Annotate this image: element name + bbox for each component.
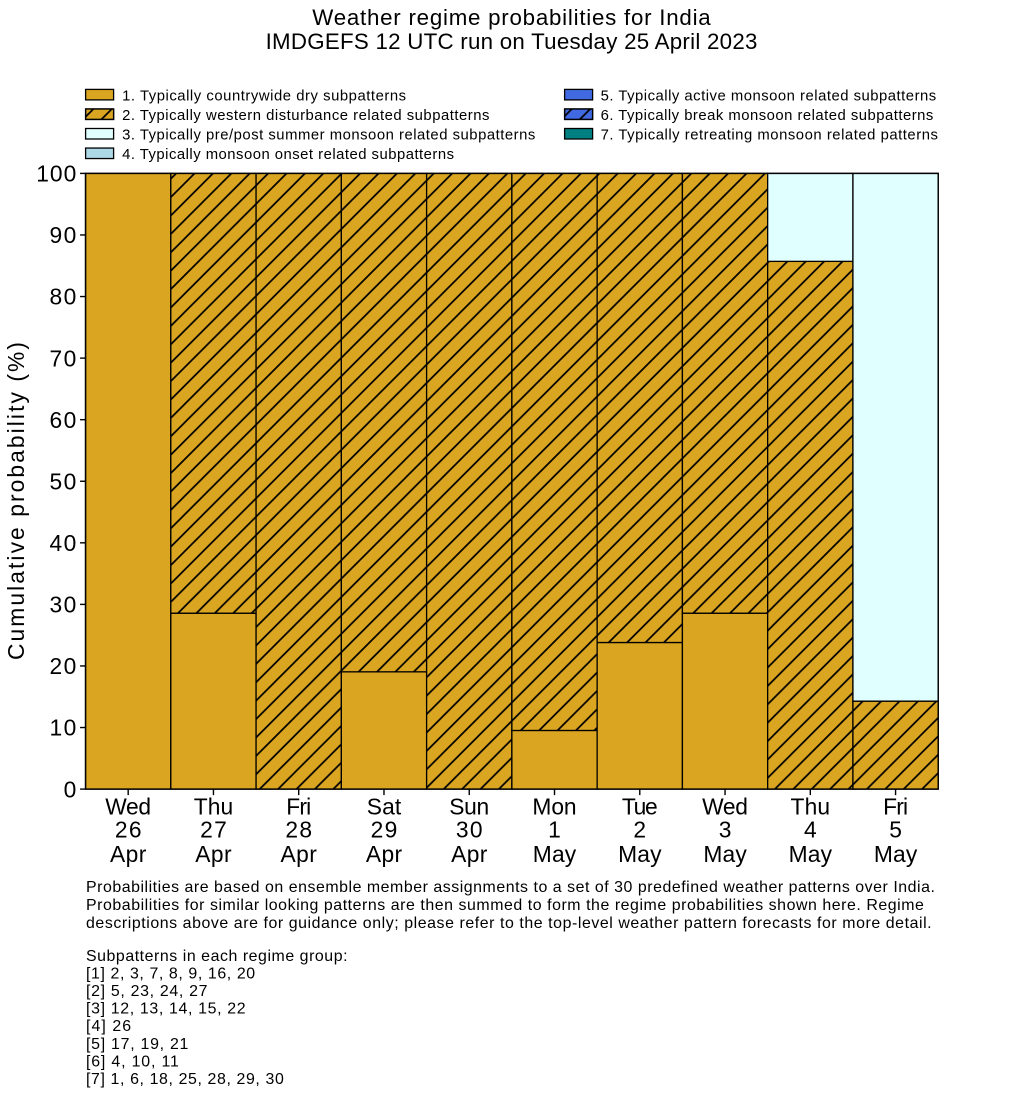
svg-text:30: 30: [50, 592, 77, 618]
svg-text:2. Typically western disturban: 2. Typically western disturbance related…: [122, 108, 489, 124]
svg-text:Subpatterns in each regime gro: Subpatterns in each regime group:: [86, 948, 348, 965]
svg-text:May: May: [789, 841, 833, 867]
svg-text:[1] 2, 3, 7, 8, 9, 16, 20: [1] 2, 3, 7, 8, 9, 16, 20: [86, 965, 255, 982]
svg-text:[5] 17, 19, 21: [5] 17, 19, 21: [86, 1036, 189, 1053]
svg-text:26: 26: [115, 817, 142, 843]
svg-text:20: 20: [50, 653, 77, 679]
svg-text:30: 30: [456, 817, 483, 843]
svg-text:May: May: [874, 841, 918, 867]
svg-text:4: 4: [804, 817, 817, 843]
svg-text:80: 80: [50, 284, 77, 310]
svg-text:Wed: Wed: [702, 793, 748, 819]
svg-text:Apr: Apr: [110, 841, 147, 867]
svg-text:Weather regime probabilities f: Weather regime probabilities for India: [312, 5, 711, 30]
svg-text:2: 2: [633, 817, 646, 843]
svg-text:1. Typically countrywide dry s: 1. Typically countrywide dry subpatterns: [122, 88, 406, 104]
svg-text:40: 40: [50, 530, 77, 556]
svg-text:Fri: Fri: [883, 793, 908, 819]
svg-text:Probabilities are based on ens: Probabilities are based on ensemble memb…: [86, 879, 935, 896]
svg-text:Thu: Thu: [791, 793, 831, 819]
svg-text:50: 50: [50, 468, 77, 494]
svg-text:Mon: Mon: [532, 793, 576, 819]
svg-text:0: 0: [64, 776, 77, 802]
svg-text:[6] 4, 10, 11: [6] 4, 10, 11: [86, 1053, 179, 1070]
svg-text:May: May: [703, 841, 747, 867]
svg-text:[4] 26: [4] 26: [86, 1018, 131, 1035]
svg-text:28: 28: [285, 817, 312, 843]
svg-text:90: 90: [50, 222, 77, 248]
svg-text:10: 10: [50, 715, 77, 741]
svg-text:Apr: Apr: [281, 841, 318, 867]
svg-text:60: 60: [50, 407, 77, 433]
svg-text:[2] 5, 23, 24, 27: [2] 5, 23, 24, 27: [86, 983, 208, 1000]
svg-text:3. Typically pre/post summer m: 3. Typically pre/post summer monsoon rel…: [122, 127, 535, 143]
svg-text:5. Typically active monsoon re: 5. Typically active monsoon related subp…: [601, 88, 937, 104]
svg-text:1: 1: [548, 817, 561, 843]
svg-text:May: May: [533, 841, 577, 867]
svg-text:27: 27: [200, 817, 227, 843]
svg-text:7. Typically retreating monsoo: 7. Typically retreating monsoon related …: [601, 127, 938, 143]
svg-text:descriptions above are for gui: descriptions above are for guidance only…: [86, 915, 932, 932]
svg-text:[3] 12, 13, 14, 15, 22: [3] 12, 13, 14, 15, 22: [86, 1001, 246, 1018]
svg-text:Tue: Tue: [622, 793, 658, 819]
svg-text:100: 100: [36, 161, 76, 187]
svg-text:IMDGEFS 12 UTC run on Tuesday: IMDGEFS 12 UTC run on Tuesday 25 April 2…: [266, 29, 758, 54]
svg-text:Apr: Apr: [451, 841, 488, 867]
svg-text:4. Typically monsoon onset rel: 4. Typically monsoon onset related subpa…: [122, 147, 454, 163]
svg-text:May: May: [618, 841, 662, 867]
svg-text:Wed: Wed: [105, 793, 151, 819]
svg-text:3: 3: [719, 817, 732, 843]
svg-text:Sun: Sun: [449, 793, 489, 819]
svg-text:[7] 1, 6, 18, 25, 28, 29, 30: [7] 1, 6, 18, 25, 28, 29, 30: [86, 1071, 284, 1088]
svg-text:5: 5: [889, 817, 902, 843]
svg-text:70: 70: [50, 345, 77, 371]
svg-text:6. Typically break monsoon rel: 6. Typically break monsoon related subpa…: [601, 108, 934, 124]
svg-text:29: 29: [371, 817, 398, 843]
svg-text:Probabilities for similar look: Probabilities for similar looking patter…: [86, 897, 924, 914]
svg-text:Fri: Fri: [286, 793, 311, 819]
svg-text:Cumulative probability (%): Cumulative probability (%): [3, 342, 29, 660]
svg-text:Apr: Apr: [366, 841, 403, 867]
svg-text:Apr: Apr: [195, 841, 232, 867]
svg-text:Thu: Thu: [194, 793, 234, 819]
svg-text:Sat: Sat: [367, 793, 402, 819]
